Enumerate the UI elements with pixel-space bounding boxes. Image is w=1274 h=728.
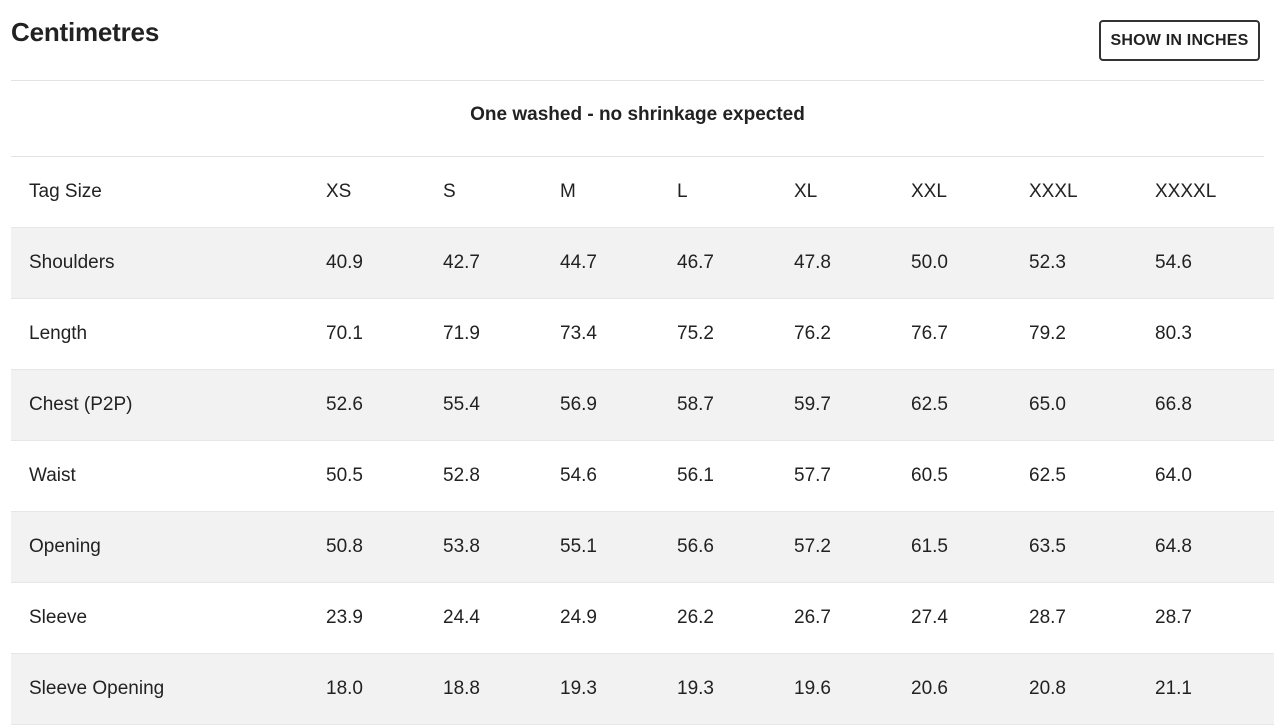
table-cell: 19.6 <box>794 678 831 699</box>
shrinkage-note: One washed - no shrinkage expected <box>470 104 805 125</box>
table-cell: 62.5 <box>1029 465 1066 486</box>
table-cell: 57.2 <box>794 536 831 557</box>
table-row: Sleeve 23.9 24.4 24.9 26.2 26.7 27.4 28.… <box>11 582 1274 654</box>
table-row: Shoulders 40.9 42.7 44.7 46.7 47.8 50.0 … <box>11 227 1274 299</box>
table-cell: 47.8 <box>794 252 831 273</box>
table-row: Chest (P2P) 52.6 55.4 56.9 58.7 59.7 62.… <box>11 369 1274 441</box>
table-cell: 76.7 <box>911 323 948 344</box>
table-cell: 55.4 <box>443 394 480 415</box>
table-cell: 57.7 <box>794 465 831 486</box>
column-header-xxl: XXL <box>911 181 947 202</box>
table-cell: 19.3 <box>677 678 714 699</box>
column-header-xxxxl: XXXXL <box>1155 181 1217 202</box>
table-cell: 65.0 <box>1029 394 1066 415</box>
table-cell: 56.6 <box>677 536 714 557</box>
table-cell: 63.5 <box>1029 536 1066 557</box>
table-cell: 66.8 <box>1155 394 1192 415</box>
table-cell: 52.8 <box>443 465 480 486</box>
show-in-inches-button[interactable]: SHOW IN INCHES <box>1099 20 1260 61</box>
table-cell: 50.5 <box>326 465 363 486</box>
column-header-s: S <box>443 181 456 202</box>
table-cell: 55.1 <box>560 536 597 557</box>
table-cell: 56.1 <box>677 465 714 486</box>
table-cell: 64.0 <box>1155 465 1192 486</box>
table-cell: 61.5 <box>911 536 948 557</box>
table-cell: 18.8 <box>443 678 480 699</box>
table-cell: 40.9 <box>326 252 363 273</box>
row-label: Waist <box>29 465 76 486</box>
column-header-m: M <box>560 181 576 202</box>
table-cell: 24.9 <box>560 607 597 628</box>
row-label: Chest (P2P) <box>29 394 133 415</box>
table-cell: 44.7 <box>560 252 597 273</box>
table-cell: 28.7 <box>1029 607 1066 628</box>
table-cell: 64.8 <box>1155 536 1192 557</box>
row-label: Opening <box>29 536 101 557</box>
column-header-xxxl: XXXL <box>1029 181 1078 202</box>
table-cell: 23.9 <box>326 607 363 628</box>
table-cell: 70.1 <box>326 323 363 344</box>
table-row: Sleeve Opening 18.0 18.8 19.3 19.3 19.6 … <box>11 653 1274 725</box>
note-divider <box>11 156 1264 157</box>
table-cell: 58.7 <box>677 394 714 415</box>
table-cell: 26.2 <box>677 607 714 628</box>
row-label: Length <box>29 323 88 344</box>
table-cell: 73.4 <box>560 323 597 344</box>
header-divider <box>11 80 1264 81</box>
table-cell: 27.4 <box>911 607 948 628</box>
table-cell: 59.7 <box>794 394 831 415</box>
table-cell: 71.9 <box>443 323 480 344</box>
table-cell: 62.5 <box>911 394 948 415</box>
table-cell: 80.3 <box>1155 323 1192 344</box>
row-label: Shoulders <box>29 252 115 273</box>
table-cell: 18.0 <box>326 678 363 699</box>
table-cell: 79.2 <box>1029 323 1066 344</box>
row-label: Sleeve Opening <box>29 678 165 699</box>
table-row: Length 70.1 71.9 73.4 75.2 76.2 76.7 79.… <box>11 298 1274 370</box>
table-cell: 42.7 <box>443 252 480 273</box>
table-row: Waist 50.5 52.8 54.6 56.1 57.7 60.5 62.5… <box>11 440 1274 512</box>
table-cell: 50.0 <box>911 252 948 273</box>
table-cell: 46.7 <box>677 252 714 273</box>
column-header-xl: XL <box>794 181 818 202</box>
table-cell: 26.7 <box>794 607 831 628</box>
table-cell: 75.2 <box>677 323 714 344</box>
table-cell: 54.6 <box>1155 252 1192 273</box>
table-cell: 20.8 <box>1029 678 1066 699</box>
table-cell: 19.3 <box>560 678 597 699</box>
table-cell: 20.6 <box>911 678 948 699</box>
table-cell: 53.8 <box>443 536 480 557</box>
table-cell: 76.2 <box>794 323 831 344</box>
column-header-l: L <box>677 181 688 202</box>
table-cell: 28.7 <box>1155 607 1192 628</box>
table-cell: 60.5 <box>911 465 948 486</box>
column-header-xs: XS <box>326 181 352 202</box>
size-header-row: Tag Size XS S M L XL XXL XXXL XXXXL <box>11 157 1274 228</box>
table-row: Opening 50.8 53.8 55.1 56.6 57.2 61.5 63… <box>11 511 1274 583</box>
table-cell: 56.9 <box>560 394 597 415</box>
table-cell: 52.3 <box>1029 252 1066 273</box>
table-cell: 21.1 <box>1155 678 1192 699</box>
row-label: Sleeve <box>29 607 88 628</box>
size-table: Tag Size XS S M L XL XXL XXXL XXXXL Shou… <box>11 157 1274 725</box>
column-header-tag-size: Tag Size <box>29 181 102 202</box>
table-cell: 50.8 <box>326 536 363 557</box>
table-cell: 52.6 <box>326 394 363 415</box>
unit-title: Centimetres <box>11 17 160 47</box>
table-cell: 24.4 <box>443 607 480 628</box>
table-cell: 54.6 <box>560 465 597 486</box>
